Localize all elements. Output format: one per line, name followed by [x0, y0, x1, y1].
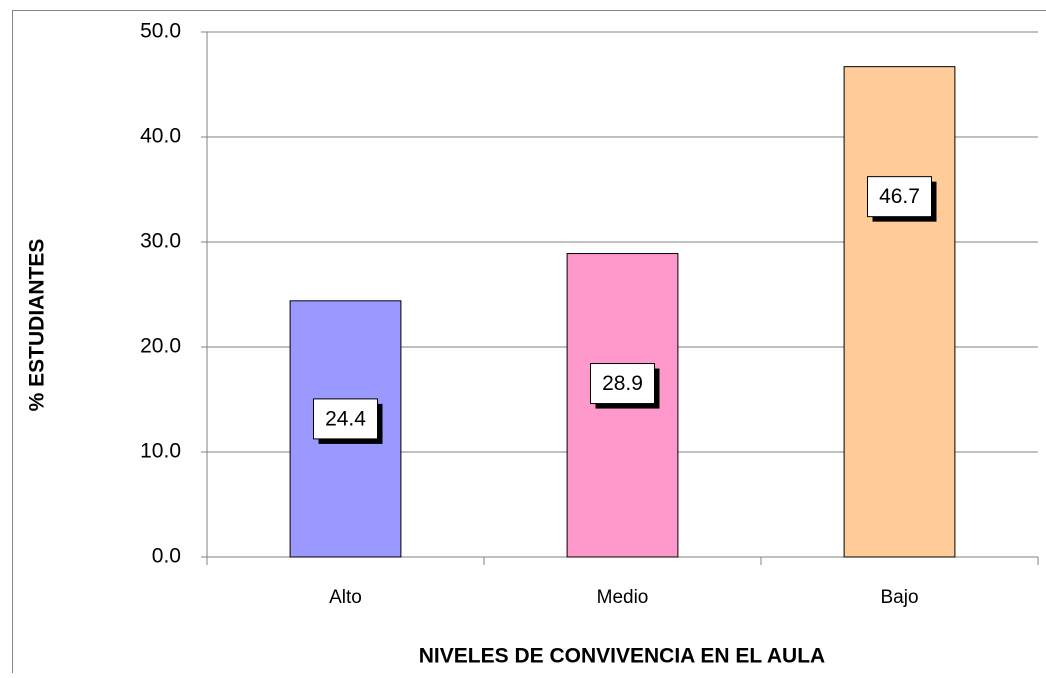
x-axis-title: NIVELES DE CONVIVENCIA EN EL AULA	[419, 645, 825, 668]
value-label: 24.4	[325, 407, 366, 430]
y-tick-label: 10.0	[140, 440, 181, 463]
value-label: 28.9	[602, 372, 643, 395]
x-tick-label: Bajo	[880, 587, 918, 608]
x-tick-label: Medio	[597, 587, 649, 608]
y-tick-label: 40.0	[140, 125, 181, 148]
y-axis-title: % ESTUDIANTES	[26, 239, 49, 412]
bar	[844, 67, 955, 557]
x-tick-label: Alto	[329, 587, 362, 608]
y-tick-label: 0.0	[152, 545, 181, 568]
y-tick-label: 30.0	[140, 230, 181, 253]
y-tick-label: 20.0	[140, 335, 181, 358]
value-label: 46.7	[879, 185, 920, 208]
y-tick-label: 50.0	[140, 20, 181, 43]
